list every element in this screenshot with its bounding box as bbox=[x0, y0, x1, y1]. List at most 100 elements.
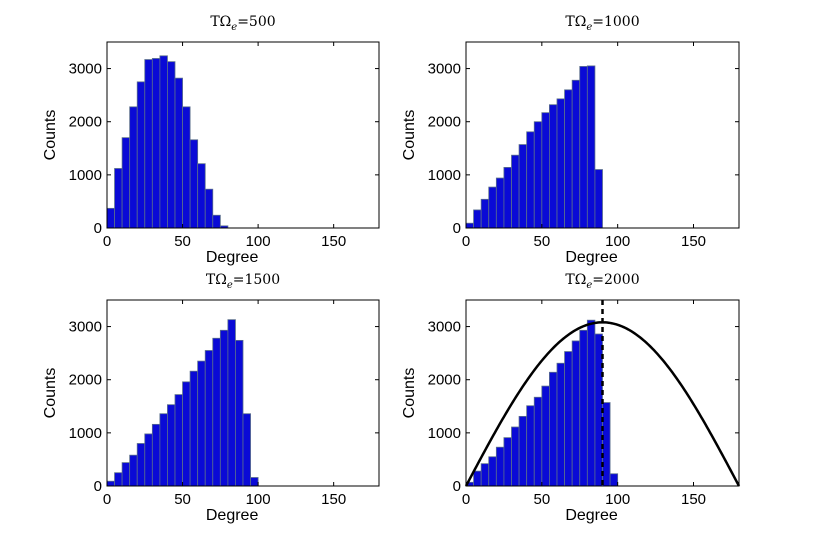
y-tick-label: 0 bbox=[453, 220, 461, 237]
x-tick-label: 150 bbox=[321, 491, 346, 508]
histogram-bar bbox=[197, 360, 206, 487]
histogram-bar bbox=[556, 362, 565, 487]
histogram-bar bbox=[250, 477, 259, 487]
x-tick-label: 0 bbox=[103, 491, 111, 508]
x-tick-label: 100 bbox=[246, 233, 271, 250]
histogram-bar bbox=[518, 144, 528, 229]
histogram-bar bbox=[579, 329, 588, 487]
histogram-bar bbox=[129, 454, 138, 487]
histogram-bar bbox=[204, 350, 214, 487]
x-tick-label: 100 bbox=[605, 491, 630, 508]
histogram-bar bbox=[159, 413, 168, 487]
panel-title: TΩe=1500 bbox=[206, 272, 280, 291]
axes-frame bbox=[106, 299, 380, 487]
panel-title: TΩe=1000 bbox=[565, 14, 639, 33]
histogram-bar bbox=[579, 66, 588, 229]
x-tick-label: 150 bbox=[681, 233, 706, 250]
y-axis-label: Counts bbox=[42, 368, 59, 419]
histogram-bar bbox=[174, 77, 183, 229]
histogram-bar bbox=[594, 169, 603, 229]
histogram-bar bbox=[159, 55, 168, 229]
y-tick-label: 3000 bbox=[428, 61, 461, 78]
panel-3: 0 50 100 150 0 1000 2000 3000 Degree Counts TΩe=15… bbox=[42, 272, 380, 524]
histogram-bar bbox=[609, 473, 619, 487]
histogram-bar bbox=[473, 470, 482, 487]
histogram-bar bbox=[511, 154, 520, 229]
histogram-bar bbox=[533, 396, 543, 487]
histogram-bar bbox=[235, 339, 244, 487]
histogram-bar bbox=[518, 415, 528, 487]
histogram-bar bbox=[167, 404, 176, 487]
x-tick-label: 0 bbox=[462, 233, 470, 250]
x-tick-label: 50 bbox=[533, 233, 550, 250]
histogram-bar bbox=[144, 59, 153, 229]
histogram-bar bbox=[227, 319, 236, 487]
y-tick-label: 1000 bbox=[428, 167, 461, 184]
histogram-bar bbox=[197, 163, 206, 229]
x-tick-label: 50 bbox=[533, 491, 550, 508]
x-tick-label: 150 bbox=[321, 233, 346, 250]
y-tick-label: 3000 bbox=[428, 319, 461, 336]
histogram-bar bbox=[114, 168, 123, 229]
histogram-bar bbox=[549, 371, 558, 487]
histogram-bar bbox=[129, 106, 138, 229]
x-tick-label: 50 bbox=[174, 491, 191, 508]
y-tick-label: 2000 bbox=[69, 372, 102, 389]
histogram-bar bbox=[495, 446, 505, 487]
histogram-bar bbox=[526, 405, 535, 487]
x-tick-label: 100 bbox=[246, 491, 271, 508]
histogram-bar bbox=[182, 106, 191, 229]
x-tick-label: 50 bbox=[174, 233, 191, 250]
histogram-bar bbox=[106, 480, 115, 487]
histogram-bar bbox=[556, 98, 565, 229]
histogram-bar bbox=[564, 89, 573, 229]
y-axis-label: Counts bbox=[42, 110, 59, 161]
histogram-bar bbox=[503, 167, 512, 229]
histogram-bar bbox=[189, 139, 199, 229]
y-tick-label: 2000 bbox=[428, 372, 461, 389]
x-tick-label: 0 bbox=[103, 233, 111, 250]
histogram-bar bbox=[151, 423, 161, 487]
histogram-bar bbox=[480, 463, 490, 487]
histogram-bar bbox=[136, 81, 146, 229]
y-tick-label: 0 bbox=[453, 478, 461, 495]
histogram-bar bbox=[488, 186, 497, 229]
histogram-bar bbox=[571, 79, 581, 229]
histogram-bar bbox=[106, 207, 115, 229]
y-axis-label: Counts bbox=[401, 110, 418, 161]
histogram-bar bbox=[533, 121, 543, 229]
histogram-bar bbox=[121, 462, 131, 487]
panel-title: TΩe=500 bbox=[210, 14, 275, 33]
histogram-bar bbox=[541, 385, 550, 487]
histogram-bar bbox=[503, 437, 512, 487]
histogram-bar bbox=[541, 112, 550, 229]
x-axis-label: Degree bbox=[206, 249, 259, 266]
histogram-bar bbox=[564, 351, 573, 487]
x-axis-label: Degree bbox=[565, 249, 618, 266]
histogram-bar bbox=[495, 177, 505, 229]
y-tick-label: 1000 bbox=[69, 425, 102, 442]
x-axis-label: Degree bbox=[565, 507, 618, 524]
histogram-bar bbox=[189, 370, 199, 487]
y-tick-label: 0 bbox=[94, 220, 102, 237]
y-tick-label: 0 bbox=[94, 478, 102, 495]
histogram-bar bbox=[473, 209, 482, 229]
axes-frame bbox=[106, 41, 380, 229]
histogram-bar bbox=[571, 340, 581, 487]
y-tick-label: 2000 bbox=[428, 114, 461, 131]
histogram-bar bbox=[114, 472, 123, 487]
axes-frame bbox=[465, 299, 740, 487]
y-tick-label: 3000 bbox=[69, 61, 102, 78]
y-tick-label: 2000 bbox=[69, 114, 102, 131]
histogram-bar bbox=[167, 61, 176, 229]
histogram-bar bbox=[242, 413, 251, 487]
y-tick-label: 3000 bbox=[69, 319, 102, 336]
histogram-bar bbox=[586, 65, 596, 229]
histogram-bar bbox=[144, 433, 153, 487]
x-tick-label: 0 bbox=[462, 491, 470, 508]
x-tick-label: 150 bbox=[681, 491, 706, 508]
panel-1: 0 50 100 150 0 1000 2000 3000 Degree Counts TΩe=50… bbox=[42, 14, 380, 266]
histogram-bar bbox=[121, 137, 131, 229]
histogram-bar bbox=[465, 222, 474, 229]
